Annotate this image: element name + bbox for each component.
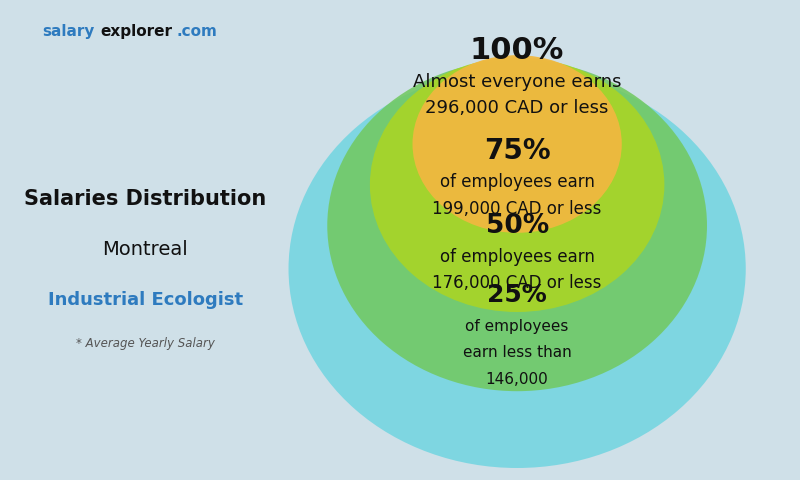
Text: Montreal: Montreal: [102, 240, 188, 259]
Text: 75%: 75%: [484, 137, 550, 165]
Ellipse shape: [327, 60, 707, 391]
Text: 146,000: 146,000: [486, 372, 549, 387]
Text: of employees: of employees: [466, 319, 569, 334]
Text: earn less than: earn less than: [462, 345, 571, 360]
Ellipse shape: [289, 70, 746, 468]
Text: Industrial Ecologist: Industrial Ecologist: [47, 291, 242, 309]
Text: of employees earn: of employees earn: [440, 248, 594, 266]
Text: 176,000 CAD or less: 176,000 CAD or less: [433, 274, 602, 292]
Text: Almost everyone earns: Almost everyone earns: [413, 72, 622, 91]
Text: 199,000 CAD or less: 199,000 CAD or less: [433, 200, 602, 218]
Text: .com: .com: [177, 24, 218, 39]
Text: Salaries Distribution: Salaries Distribution: [24, 189, 266, 209]
Text: of employees earn: of employees earn: [440, 173, 594, 192]
Text: 50%: 50%: [486, 213, 549, 239]
Text: explorer: explorer: [100, 24, 172, 39]
Text: salary: salary: [42, 24, 94, 39]
Text: 100%: 100%: [470, 36, 564, 65]
Ellipse shape: [370, 58, 664, 312]
Text: 25%: 25%: [487, 283, 547, 307]
Ellipse shape: [413, 55, 622, 233]
Text: * Average Yearly Salary: * Average Yearly Salary: [76, 336, 214, 350]
Text: 296,000 CAD or less: 296,000 CAD or less: [426, 99, 609, 117]
